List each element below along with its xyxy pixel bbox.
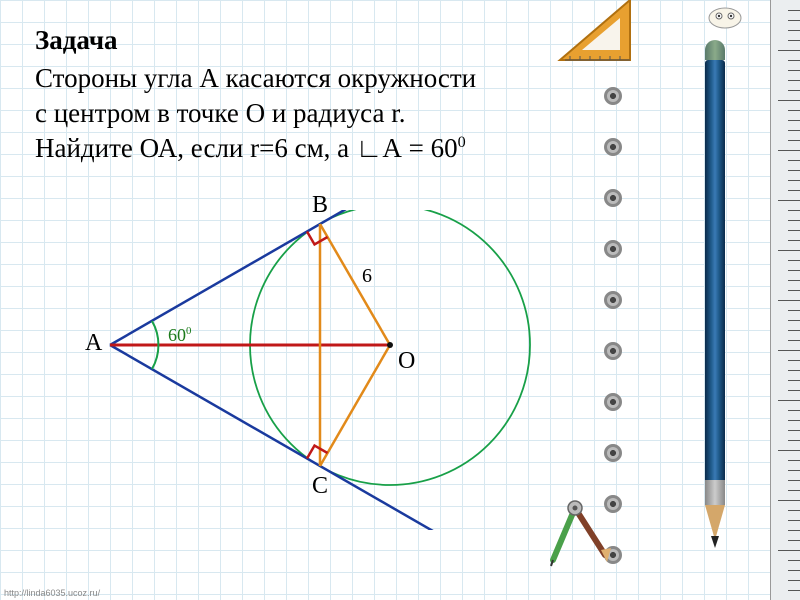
- point-label-B: В: [312, 192, 328, 219]
- problem-angle-value: 60: [431, 133, 458, 163]
- radius-6-label: 6: [362, 265, 372, 288]
- ring-hole: [604, 189, 622, 207]
- mascot-svg: [705, 0, 745, 30]
- point-label-A: A: [85, 330, 102, 357]
- point-label-O: О: [398, 348, 415, 375]
- angle-60-label: 600: [168, 325, 191, 346]
- problem-title: Задача: [35, 25, 635, 56]
- ring-hole: [604, 444, 622, 462]
- set-square-svg: [550, 0, 640, 70]
- ring-hole: [604, 138, 622, 156]
- degree-superscript-small: 0: [186, 325, 191, 337]
- problem-body: Стороны угла А касаются окружности с цен…: [35, 61, 635, 166]
- compass-svg: [545, 500, 635, 570]
- graph-paper-page: Задача Стороны угла А касаются окружност…: [0, 0, 770, 600]
- footer-url: http://linda6035.ucoz.ru/: [4, 588, 100, 598]
- point-label-C: С: [312, 473, 328, 500]
- pencil-body: [705, 60, 725, 480]
- ring-hole: [604, 342, 622, 360]
- geometry-diagram: A В С О 600 6: [80, 210, 580, 535]
- pencil-tip-wood: [705, 505, 725, 540]
- pencil-tip-lead: [711, 536, 719, 548]
- ring-hole: [604, 240, 622, 258]
- ruler-decoration: [770, 0, 800, 600]
- degree-superscript: 0: [458, 133, 466, 151]
- pencil-eraser: [705, 40, 725, 60]
- ring-hole: [604, 87, 622, 105]
- pencil-ferrule: [705, 480, 725, 505]
- ring-hole: [604, 291, 622, 309]
- angle-60-value: 60: [168, 325, 186, 345]
- pencil-decoration: [705, 60, 725, 560]
- problem-line3-prefix: Найдите ОА, если r=6 см, а ∟А =: [35, 133, 431, 163]
- problem-line2: с центром в точке О и радиуса r.: [35, 98, 406, 128]
- mascot-icon: [705, 0, 745, 35]
- compass-decoration: [545, 500, 635, 575]
- problem-line1: Стороны угла А касаются окружности: [35, 63, 476, 93]
- diagram-svg: [80, 210, 580, 530]
- set-square-decoration: [550, 0, 640, 75]
- problem-text-block: Задача Стороны угла А касаются окружност…: [35, 25, 635, 166]
- ring-hole: [604, 393, 622, 411]
